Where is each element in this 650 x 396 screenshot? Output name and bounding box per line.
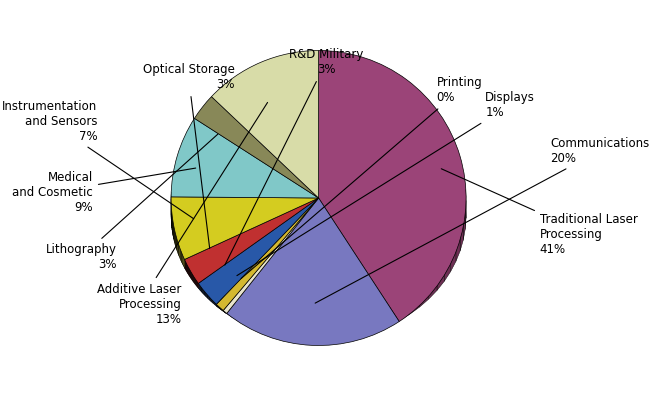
Polygon shape xyxy=(215,287,216,305)
Polygon shape xyxy=(182,245,183,265)
Polygon shape xyxy=(178,236,179,256)
Polygon shape xyxy=(420,281,429,307)
Polygon shape xyxy=(465,200,466,229)
Polygon shape xyxy=(302,323,309,341)
Text: Lithography
3%: Lithography 3% xyxy=(46,134,218,271)
Text: Medical
and Cosmetic
9%: Medical and Cosmetic 9% xyxy=(12,168,196,213)
Text: Traditional Laser
Processing
41%: Traditional Laser Processing 41% xyxy=(441,169,638,256)
Polygon shape xyxy=(290,321,296,340)
Polygon shape xyxy=(445,254,450,281)
Polygon shape xyxy=(265,315,271,334)
Wedge shape xyxy=(171,197,318,259)
Polygon shape xyxy=(383,308,388,329)
Polygon shape xyxy=(315,323,321,341)
Polygon shape xyxy=(212,284,213,303)
Text: Optical Storage
3%: Optical Storage 3% xyxy=(142,63,235,249)
Polygon shape xyxy=(429,273,437,299)
Wedge shape xyxy=(185,198,318,284)
Text: Printing
0%: Printing 0% xyxy=(241,76,482,278)
Polygon shape xyxy=(437,264,445,290)
Polygon shape xyxy=(450,244,456,272)
Polygon shape xyxy=(456,233,460,261)
Polygon shape xyxy=(237,303,242,323)
Polygon shape xyxy=(232,299,237,320)
Polygon shape xyxy=(278,318,283,337)
Polygon shape xyxy=(388,306,394,326)
Polygon shape xyxy=(211,284,212,302)
Polygon shape xyxy=(242,305,248,326)
Polygon shape xyxy=(346,320,353,339)
Polygon shape xyxy=(410,289,420,314)
Polygon shape xyxy=(254,310,259,331)
Polygon shape xyxy=(213,286,214,304)
Wedge shape xyxy=(318,51,466,322)
Polygon shape xyxy=(394,303,399,324)
Polygon shape xyxy=(328,323,334,341)
Polygon shape xyxy=(334,322,340,341)
Text: Instrumentation
and Sensors
7%: Instrumentation and Sensors 7% xyxy=(2,100,194,219)
Text: Additive Laser
Processing
13%: Additive Laser Processing 13% xyxy=(97,103,268,326)
Polygon shape xyxy=(359,317,365,336)
Wedge shape xyxy=(211,51,318,198)
Polygon shape xyxy=(321,323,328,341)
Text: Communications
20%: Communications 20% xyxy=(315,137,649,303)
Polygon shape xyxy=(179,240,180,259)
Polygon shape xyxy=(463,211,465,240)
Wedge shape xyxy=(198,198,318,304)
Polygon shape xyxy=(214,287,215,305)
Polygon shape xyxy=(248,308,254,328)
Polygon shape xyxy=(340,321,346,340)
Polygon shape xyxy=(180,242,181,261)
Wedge shape xyxy=(216,198,318,310)
Polygon shape xyxy=(371,313,377,333)
Polygon shape xyxy=(283,320,290,339)
Polygon shape xyxy=(177,234,178,254)
Text: Displays
1%: Displays 1% xyxy=(237,91,535,276)
Wedge shape xyxy=(171,118,318,198)
Polygon shape xyxy=(296,322,302,340)
Polygon shape xyxy=(353,319,359,338)
Polygon shape xyxy=(181,243,182,263)
Polygon shape xyxy=(271,317,278,336)
Polygon shape xyxy=(227,296,232,317)
Text: R&D Military
3%: R&D Military 3% xyxy=(225,48,363,265)
Polygon shape xyxy=(214,286,215,305)
Polygon shape xyxy=(377,311,383,331)
Polygon shape xyxy=(259,313,265,333)
Wedge shape xyxy=(194,97,318,198)
Wedge shape xyxy=(223,198,318,313)
Polygon shape xyxy=(399,297,410,321)
Polygon shape xyxy=(460,223,463,251)
Wedge shape xyxy=(227,198,399,345)
Polygon shape xyxy=(183,249,185,268)
Polygon shape xyxy=(309,323,315,341)
Polygon shape xyxy=(365,315,371,335)
